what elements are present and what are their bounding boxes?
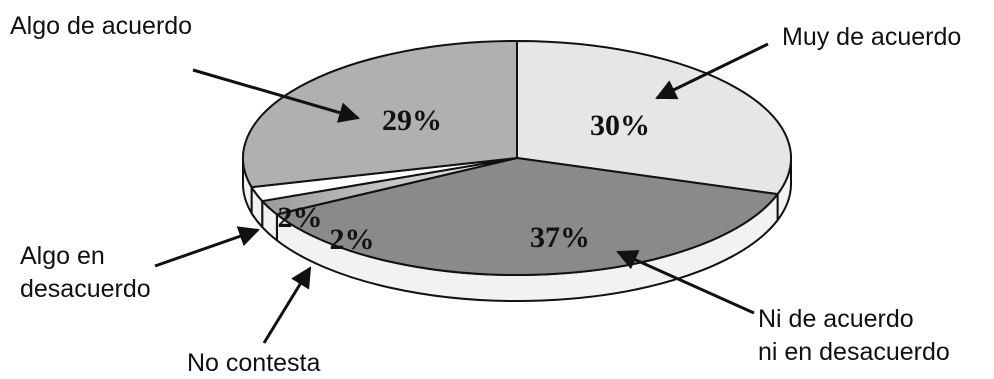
name-label-muy-de-acuerdo: Muy de acuerdo <box>782 23 961 51</box>
pct-label-algo-de-acuerdo: 29% <box>382 104 442 137</box>
arrow-muy-de-acuerdo <box>655 42 769 100</box>
pie-slice-muy-de-acuerdo <box>516 40 792 196</box>
name-label-algo-en-desacuerdo: Algo en desacuerdo <box>20 242 151 303</box>
pct-label-no-contesta: 2% <box>330 223 375 256</box>
pct-label-muy-de-acuerdo: 30% <box>590 109 650 142</box>
pct-label-ni-de-acuerdo: 37% <box>530 221 590 254</box>
name-label-no-contesta: No contesta <box>187 349 321 377</box>
pie-slice-ni-de-acuerdo <box>275 157 779 276</box>
arrow-ni-de-acuerdo <box>616 250 755 315</box>
pie-slice-algo-de-acuerdo <box>242 40 518 189</box>
pct-label-algo-en-desacuerdo: 2% <box>278 201 323 234</box>
pie-value-labels: 30% 37% 2%2% 29% <box>278 104 651 256</box>
arrow-no-contesta <box>262 266 312 344</box>
pie-category-labels: Muy de acuerdo Ni de acuerdo ni en desacue… <box>10 12 961 377</box>
name-label-algo-de-acuerdo: Algo de acuerdo <box>10 12 192 40</box>
pie-top-slices <box>242 40 792 276</box>
name-label-ni-de-acuerdo: Ni de acuerdo ni en desacuerdo <box>758 305 950 366</box>
arrow-algo-de-acuerdo <box>192 68 361 123</box>
arrow-algo-en-desacuerdo <box>154 226 260 268</box>
pie-leader-arrows <box>154 42 769 344</box>
